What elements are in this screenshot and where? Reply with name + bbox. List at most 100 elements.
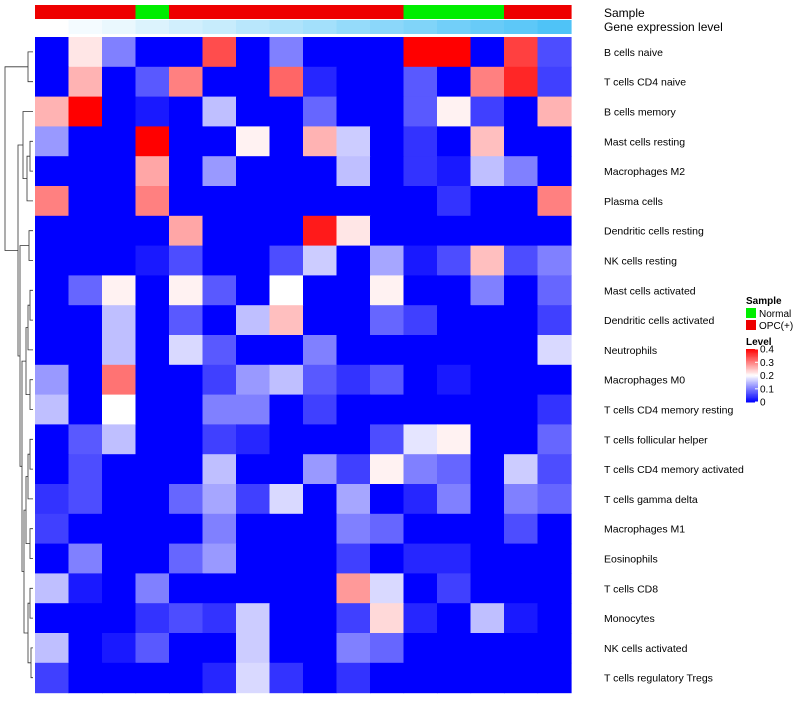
heatmap-cell	[236, 215, 271, 247]
row-label: NK cells resting	[604, 256, 677, 268]
level-legend-gradient	[746, 398, 758, 400]
heatmap-cell	[437, 484, 472, 515]
row-label: T cells CD4 naive	[604, 77, 686, 89]
heatmap-cell	[202, 513, 237, 545]
heatmap-cell	[135, 662, 170, 694]
heatmap-cell	[470, 364, 505, 396]
expression-annotation-cell	[269, 20, 304, 34]
heatmap-cell	[169, 305, 204, 336]
heatmap-cell	[236, 96, 271, 127]
heatmap-cell	[537, 215, 572, 247]
sample-legend-swatch	[746, 308, 756, 318]
sample-annotation-cell	[35, 5, 70, 19]
row-label: T cells regulatory Tregs	[604, 673, 713, 685]
heatmap-cell	[269, 662, 304, 694]
heatmap-cell	[269, 543, 304, 574]
expression-annotation-cell	[504, 20, 539, 34]
heatmap-cell	[470, 394, 505, 425]
heatmap-cell	[437, 245, 472, 276]
heatmap-cell	[102, 603, 137, 634]
heatmap-cell	[68, 186, 103, 217]
dendrogram-branch	[27, 51, 33, 83]
heatmap-cell	[269, 245, 304, 276]
heatmap-cell	[236, 573, 271, 604]
expression-annotation-cell	[537, 20, 572, 34]
heatmap-cell	[336, 543, 371, 574]
heatmap-cell	[135, 513, 170, 545]
heatmap-cell	[135, 394, 170, 425]
heatmap-cell	[403, 364, 438, 396]
heatmap-cell	[370, 424, 405, 455]
level-legend-gradient	[746, 394, 758, 396]
row-label: T cells CD4 memory activated	[604, 464, 744, 476]
dendrogram-branch	[27, 453, 33, 500]
heatmap-cell	[403, 633, 438, 664]
heatmap-cell	[202, 484, 237, 515]
row-dendrogram	[4, 51, 33, 679]
sample-annotation-cell	[336, 5, 371, 19]
heatmap-cell	[169, 633, 204, 664]
heatmap-cell	[403, 484, 438, 515]
expression-annotation-cell	[437, 20, 472, 34]
heatmap-cell	[135, 335, 170, 366]
heatmap-cell	[68, 364, 103, 396]
sample-annotation-cell	[68, 5, 103, 19]
heatmap-cell	[537, 484, 572, 515]
heatmap-cell	[437, 215, 472, 247]
sample-legend-label: Normal	[759, 309, 791, 320]
level-legend-gradient	[746, 400, 758, 403]
heatmap-cell	[370, 513, 405, 545]
heatmap-cell	[35, 573, 70, 604]
heatmap-cell	[35, 484, 70, 515]
annotation-title: Gene expression level	[604, 20, 723, 34]
heatmap-cell	[403, 573, 438, 604]
heatmap-cell	[135, 215, 170, 247]
heatmap-cell	[35, 245, 70, 276]
level-legend-tick-label: 0.4	[760, 345, 774, 356]
heatmap-cell	[35, 454, 70, 485]
heatmap-cell	[202, 96, 237, 127]
heatmap-cell	[102, 126, 137, 157]
heatmap-cell	[537, 245, 572, 276]
expression-annotation-cell	[35, 20, 70, 34]
heatmap-cell	[102, 156, 137, 187]
heatmap-cell	[370, 335, 405, 366]
row-label: Neutrophils	[604, 345, 657, 357]
heatmap-cell	[68, 484, 103, 515]
sample-annotation-cell	[269, 5, 304, 19]
heatmap-cell	[202, 245, 237, 276]
heatmap-cell	[403, 215, 438, 247]
heatmap-cell	[504, 484, 539, 515]
heatmap-cell	[135, 126, 170, 157]
level-legend-gradient	[746, 382, 758, 384]
heatmap-cell	[135, 275, 170, 306]
heatmap-cell	[236, 662, 271, 694]
dendrogram-branch	[17, 144, 23, 357]
heatmap-cell	[68, 513, 103, 545]
heatmap-cell	[370, 126, 405, 157]
level-legend-gradient	[746, 354, 758, 357]
heatmap-cell	[370, 156, 405, 187]
heatmap-cell	[169, 543, 204, 574]
heatmap-cell	[169, 454, 204, 485]
heatmap-cell	[35, 513, 70, 545]
heatmap-cell	[403, 275, 438, 306]
heatmap-cell	[504, 245, 539, 276]
heatmap-cell	[68, 37, 103, 68]
heatmap-cell	[303, 156, 338, 187]
heatmap-cell	[303, 335, 338, 366]
heatmap-cell	[68, 543, 103, 574]
level-legend-gradient	[746, 360, 758, 363]
heatmap-cell	[403, 126, 438, 157]
heatmap-cell	[303, 37, 338, 68]
heatmap-cell	[35, 633, 70, 664]
heatmap-cell	[336, 633, 371, 664]
row-label: T cells follicular helper	[604, 434, 708, 446]
heatmap-cell	[269, 454, 304, 485]
heatmap-cell	[236, 543, 271, 574]
heatmap-cell	[102, 364, 137, 396]
heatmap-cell	[135, 424, 170, 455]
heatmap-cell	[169, 66, 204, 98]
heatmap-cell	[403, 424, 438, 455]
